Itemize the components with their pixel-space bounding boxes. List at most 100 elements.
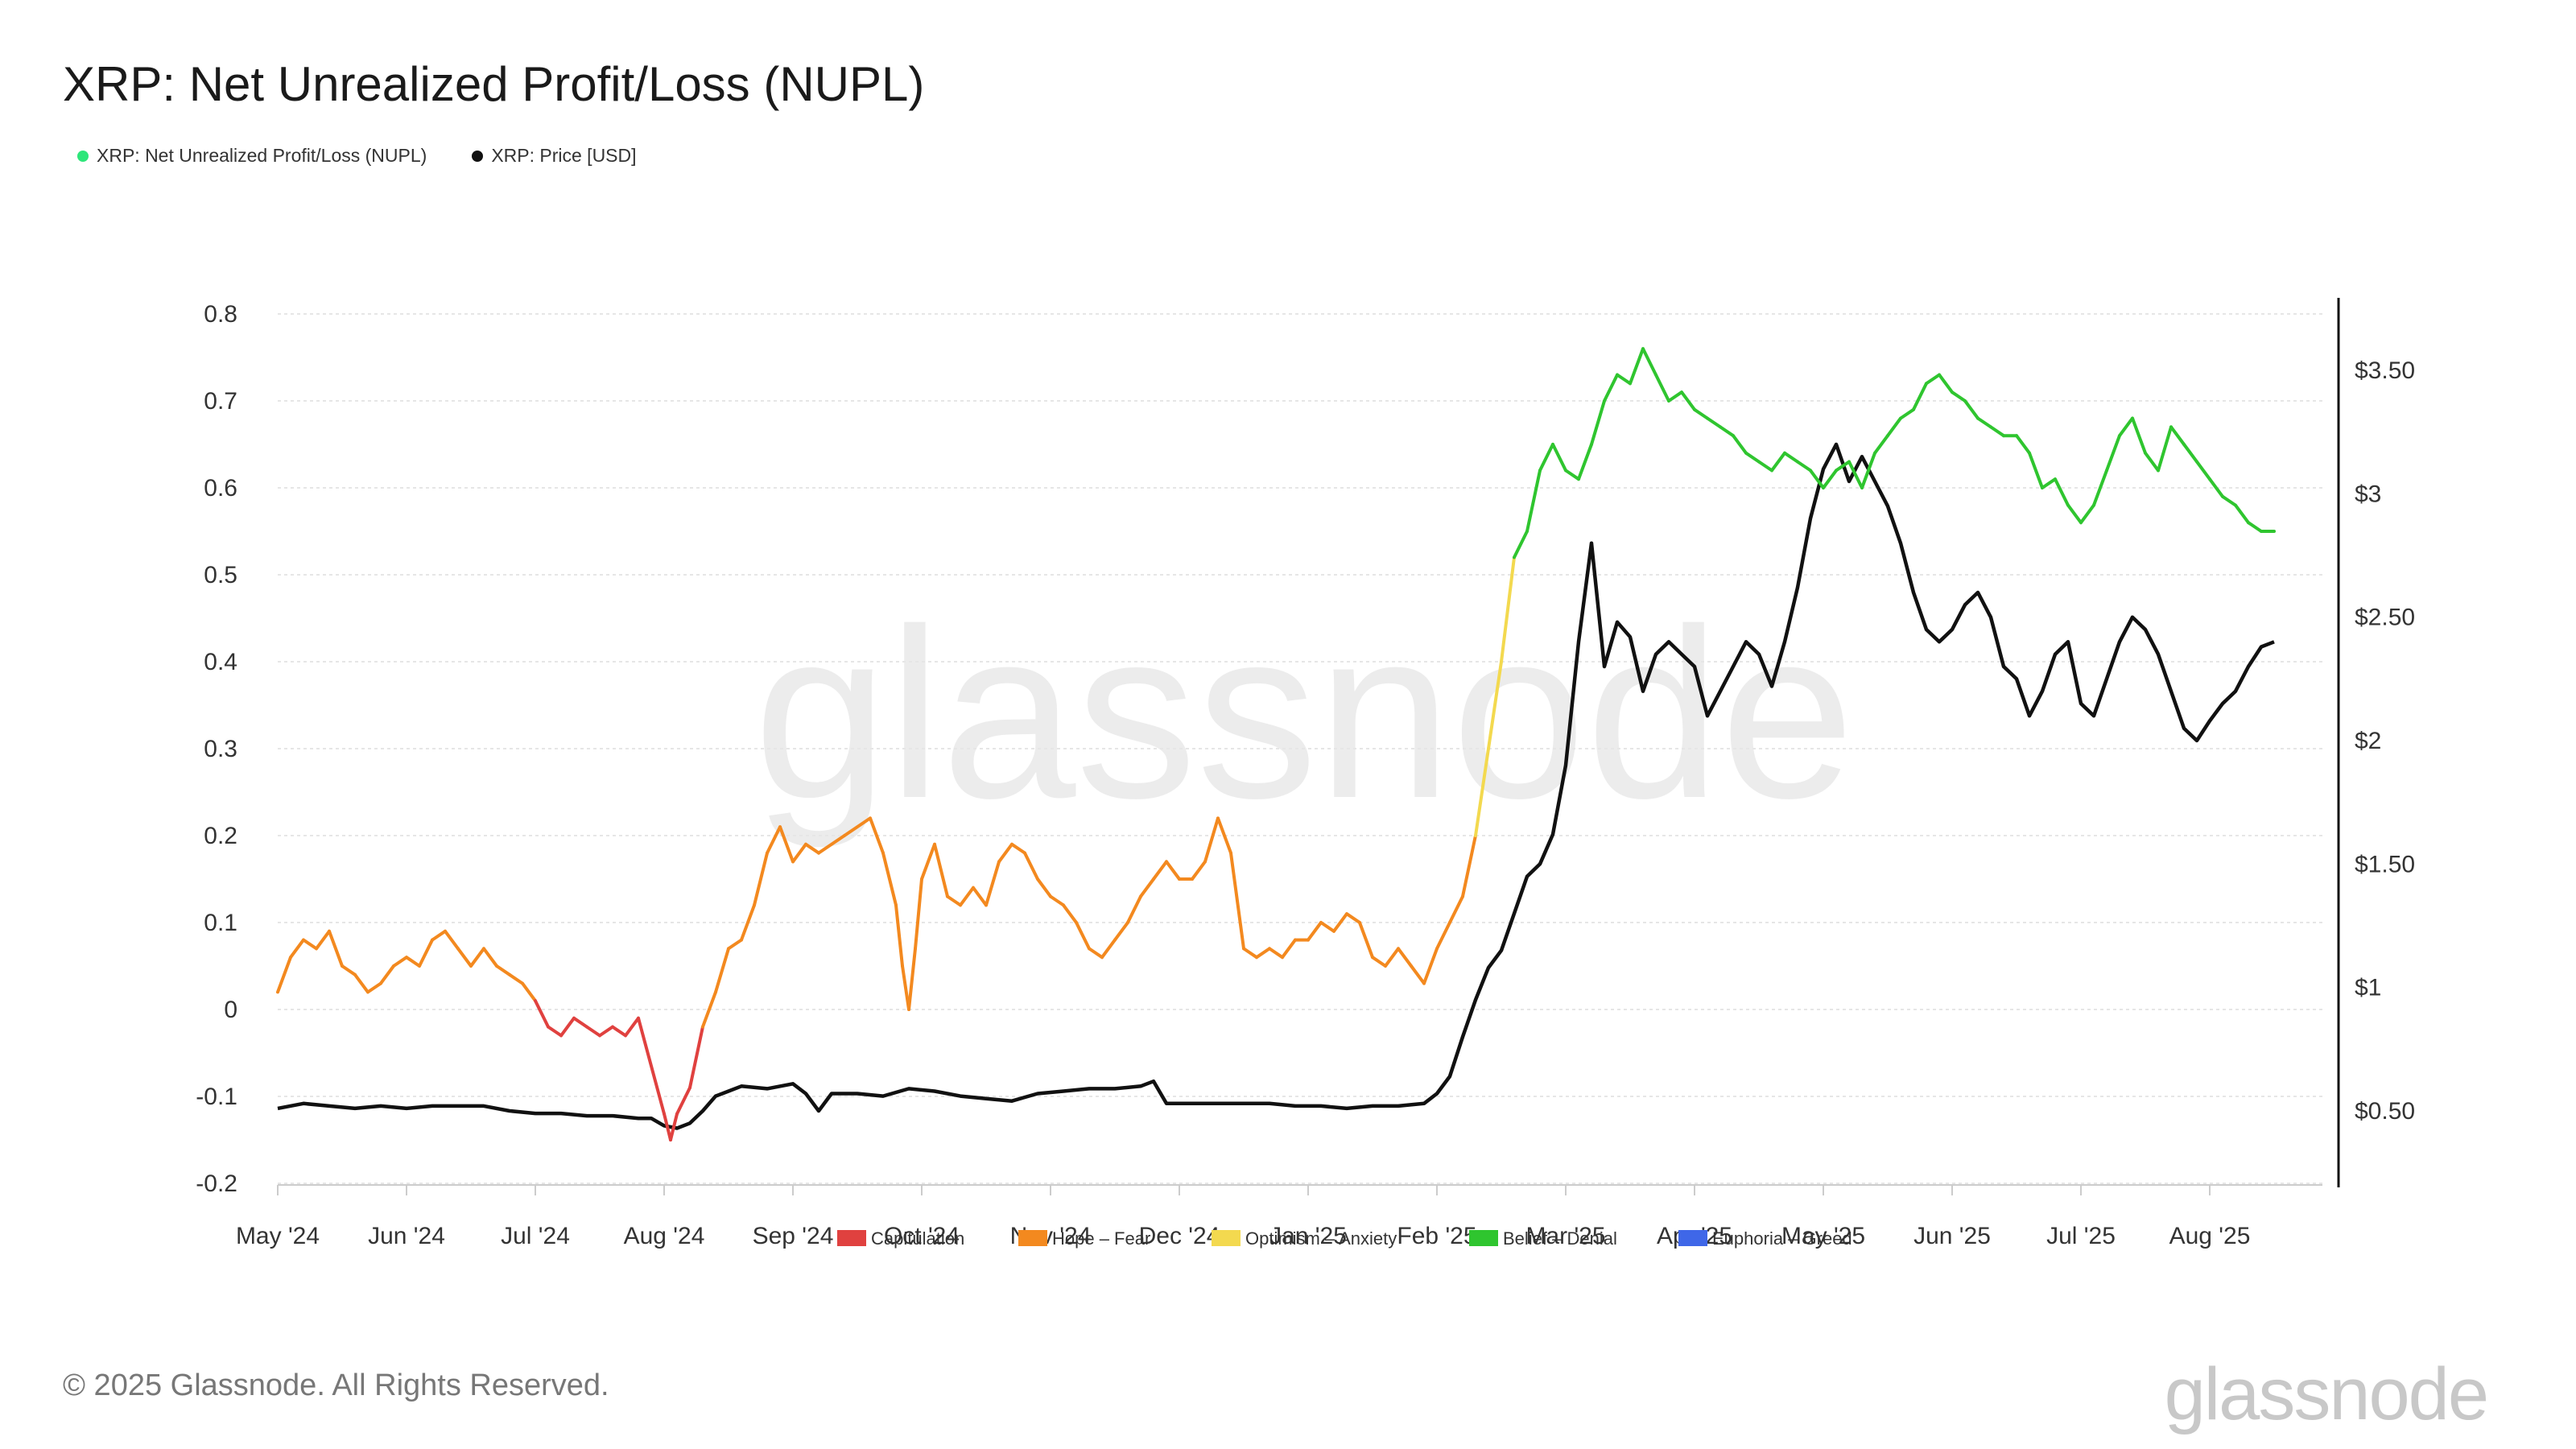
nupl-segment [1538,443,1554,473]
nupl-segment [611,1025,627,1038]
nupl-segment [1629,347,1645,386]
nupl-segment [405,956,421,968]
nupl-segment [1963,399,1979,420]
y-left-tick-label: 0.3 [204,736,237,762]
nupl-segment [894,903,904,968]
nupl-segment [663,1112,672,1141]
nupl-segment [1873,434,1889,455]
nupl-segment [1461,834,1477,898]
nupl-segment [2169,425,2186,446]
nupl-segment [2234,503,2250,525]
nupl-segment [1165,860,1181,881]
nupl-segment [624,1016,640,1038]
y-right-tick-label: $2 [2355,728,2381,754]
nupl-segment [1693,407,1709,420]
x-tick-label: Oct '24 [884,1223,960,1249]
nupl-segment [353,972,369,994]
nupl-segment [379,964,395,985]
nupl-segment [2195,460,2211,481]
x-tick-label: Jul '24 [501,1223,570,1249]
nupl-segment [985,860,1001,907]
x-tick-label: Aug '25 [2169,1223,2251,1249]
nupl-segment [315,929,331,951]
nupl-segment [1616,373,1632,386]
category-label: Capitulation [871,1228,964,1249]
category-label: Belief – Denial [1503,1228,1617,1249]
nupl-segment [1474,747,1490,837]
nupl-segment [1345,912,1361,924]
legend-label-price: XRP: Price [USD] [491,145,637,166]
category-swatch-icon [1469,1230,1498,1246]
nupl-segment [1487,660,1503,750]
nupl-segment [1268,947,1284,960]
nupl-segment [1216,816,1232,855]
nupl-segment [1397,947,1413,968]
nupl-segment [598,1025,614,1038]
nupl-segment [1229,851,1245,951]
nupl-segment [1371,956,1387,968]
nupl-segment [714,947,730,994]
category-swatch-icon [1212,1230,1241,1246]
nupl-segment [2144,451,2160,473]
nupl-segment [1796,460,1812,473]
legend-item-price[interactable]: XRP: Price [USD] [472,145,637,167]
price-line [277,442,2275,1130]
nupl-segment [1062,903,1078,924]
nupl-segment [2066,503,2083,525]
nupl-segment [753,851,769,907]
nupl-segment [1667,390,1683,402]
nupl-segment [547,1025,563,1038]
legend-item-nupl[interactable]: XRP: Net Unrealized Profit/Loss (NUPL) [77,145,427,167]
category-swatch-icon [1678,1230,1707,1246]
nupl-segment [559,1016,576,1038]
nupl-segment [444,929,460,951]
nupl-segment [843,816,872,837]
nupl-segment [1719,425,1735,438]
x-tick-label: Aug '24 [624,1223,705,1249]
nupl-segment [1847,460,1864,489]
nupl-segment [2079,503,2095,525]
nupl-segment [1525,469,1542,533]
nupl-segment [2157,425,2173,473]
chart-title: XRP: Net Unrealized Profit/Loss (NUPL) [63,57,925,111]
nupl-segment [1075,921,1091,951]
category-label: Euphoria – Greed [1712,1228,1852,1249]
nupl-segment [328,929,344,968]
nupl-segment [1191,860,1207,881]
nupl-segment [1590,399,1606,446]
category-legend: Capitulation Hope – Fear Optimism – Anxiet… [837,1228,1852,1249]
nupl-segment [392,956,408,968]
x-tick-label: Sep '24 [753,1223,834,1249]
nupl-segment [1757,460,1773,473]
brand-logo: glassnode [2164,1353,2489,1435]
nupl-segment [1835,460,1851,473]
nupl-segment [2131,416,2147,455]
nupl-segment [881,851,898,907]
nupl-segment [302,938,318,951]
nupl-segment [1422,947,1439,985]
nupl-segment [1654,373,1670,402]
x-tick-label: Mar '25 [1525,1223,1605,1249]
nupl-segment [1899,407,1915,420]
nupl-segment [1744,451,1761,464]
nupl-segment [585,1025,601,1038]
nupl-segment [701,990,717,1029]
nupl-segment [920,842,936,881]
nupl-segment [495,964,511,976]
x-tick-label: Jan '25 [1269,1223,1347,1249]
y-right-tick-label: $1 [2355,975,2381,1001]
nupl-segment [959,886,975,907]
nupl-segment [1332,912,1348,933]
copyright: © 2025 Glassnode. All Rights Reserved. [63,1368,609,1402]
x-tick-label: Feb '25 [1397,1223,1476,1249]
x-tick-label: Jun '24 [368,1223,445,1249]
nupl-segment [1203,816,1220,864]
axes: 0.8 0.7 0.6 0.5 0.4 0.3 0.2 0.1 0 -0.1 -0.2 $3.50 $3… [196,298,2415,1249]
nupl-segment [2041,477,2057,489]
nupl-segment [1886,416,1902,438]
legend-dot-price-icon [472,150,484,162]
y-right-tick-label: $3 [2355,481,2381,507]
y-right-tick-label: $0.50 [2355,1098,2415,1125]
nupl-segment [740,903,756,942]
nupl-segment [637,1016,666,1116]
